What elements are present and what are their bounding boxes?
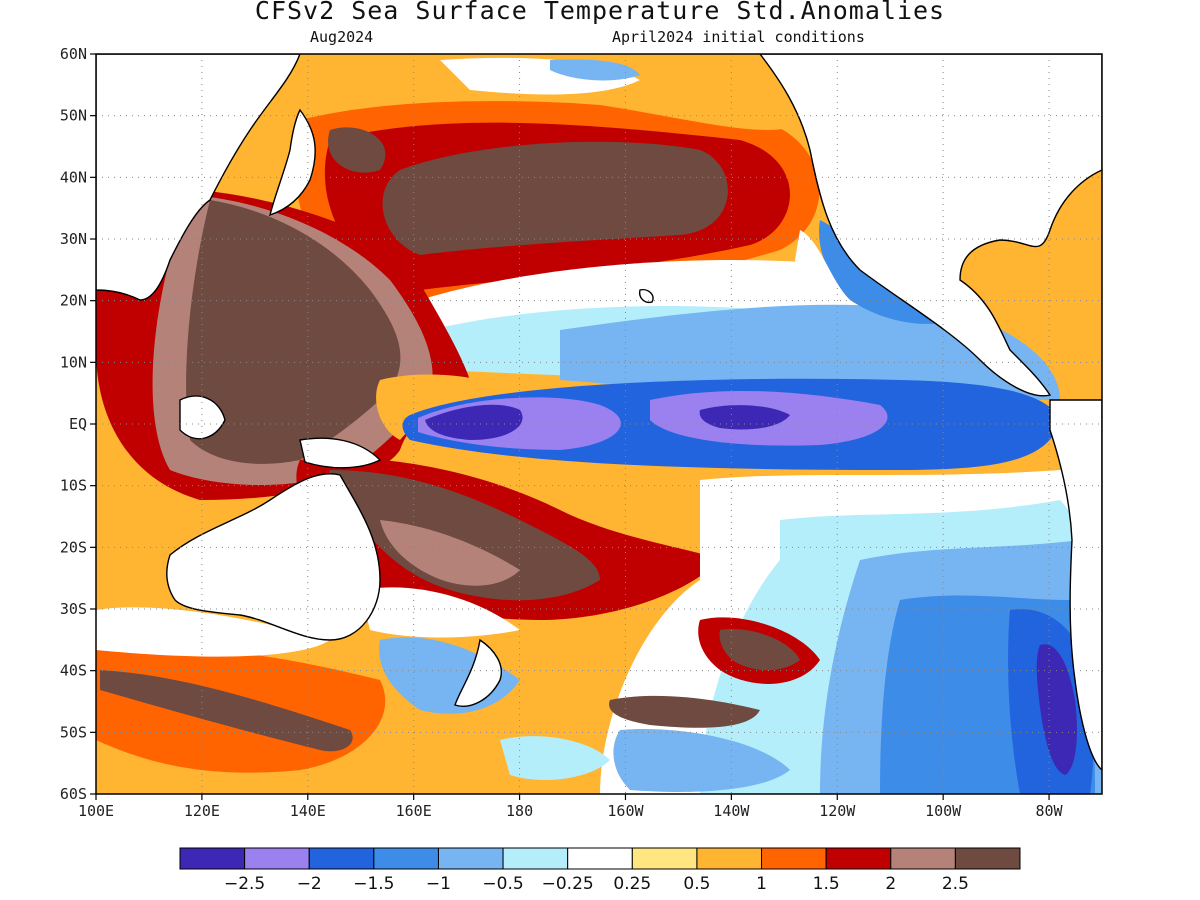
colorbar-swatch [954, 847, 1021, 870]
anomaly-field [96, 54, 1102, 794]
lat-tick-label: 10N [60, 353, 87, 371]
colorbar-swatch [761, 847, 827, 870]
kuroshio-brown [328, 127, 386, 173]
colorbar-swatch [373, 847, 439, 870]
lon-tick-label: 120E [184, 802, 220, 820]
colorbar-swatch [502, 847, 569, 870]
southern-white-patch [96, 607, 330, 657]
colorbar-label: 2 [885, 874, 896, 894]
lon-tick-label: 140W [713, 802, 750, 820]
colorbar-label: −2 [297, 874, 322, 894]
colorbar-swatch [244, 847, 310, 870]
new-zealand-land [454, 638, 502, 707]
baja-coast-white [795, 230, 850, 300]
lat-tick-label: 40N [60, 168, 87, 186]
south-brown-streak-2 [609, 695, 760, 728]
colorbar-label: −1.5 [353, 874, 394, 894]
colorbar-label: 2.5 [942, 874, 969, 894]
colorbar-swatch [437, 847, 504, 870]
west-pacific-brown [186, 200, 401, 464]
lat-tick-label: 50S [60, 723, 87, 741]
colorbar-swatch [825, 847, 892, 870]
hawaii-land [638, 288, 654, 304]
lat-tick-label: 30N [60, 230, 87, 248]
lon-tick-label: 120W [819, 802, 856, 820]
lat-tick-label: EQ [69, 415, 87, 433]
colorbar-label: 1 [756, 874, 767, 894]
colorbar: −2.5 −2 −1.5 −1 −0.5 −0.25 0.25 0.5 1 1.5 2 2.5 [179, 847, 1021, 894]
lon-tick-label: 100E [78, 802, 114, 820]
lat-tick-label: 20S [60, 538, 87, 556]
australia-land [166, 473, 381, 641]
lon-tick-label: 160E [396, 802, 432, 820]
tasman-white [360, 587, 520, 638]
colorbar-swatch [890, 847, 956, 870]
lat-tick-label: 20N [60, 292, 87, 310]
colorbar-swatch [179, 847, 246, 870]
cold-tongue-core-west [425, 404, 523, 440]
lat-tick-label: 30S [60, 600, 87, 618]
chart-title: CFSv2 Sea Surface Temperature Std.Anomal… [254, 0, 946, 25]
cold-tongue-core-east [699, 405, 790, 430]
new-guinea-land [299, 437, 382, 469]
south-pacific-brown [328, 470, 600, 601]
colorbar-swatch [567, 847, 633, 870]
south-brown-ring [719, 629, 800, 671]
forecast-month: Aug2024 [310, 28, 374, 46]
colorbar-label: 0.25 [613, 874, 651, 894]
lat-tick-label: 50N [60, 107, 87, 125]
south-blue-patch-2 [613, 729, 790, 792]
lon-tick-label: 80W [1036, 802, 1064, 820]
north-america-land [759, 54, 1102, 397]
south-lightblue-patch [500, 736, 610, 780]
colorbar-swatch [631, 847, 698, 870]
chile-coast-core [1036, 644, 1077, 775]
colorbar-label: 0.5 [683, 874, 710, 894]
east-pacific-blue [560, 304, 1060, 400]
longitude-axis: 100E 120E 140E 160E 180 160W 140W 120W 100W 80W [78, 794, 1064, 820]
lon-tick-label: 140E [290, 802, 326, 820]
colorbar-swatch [696, 847, 763, 870]
southern-brown-streak [100, 670, 353, 752]
lat-tick-label: 60S [60, 785, 87, 803]
colorbar-label: 1.5 [813, 874, 840, 894]
latitude-axis: 60N 50N 40N 30N 20N 10N EQ 10S 20S 30S 40S 50S 60S [60, 45, 96, 803]
lon-tick-label: 160W [607, 802, 644, 820]
lat-tick-label: 60N [60, 45, 87, 63]
lon-tick-label: 100W [925, 802, 962, 820]
borneo-land [179, 395, 226, 440]
japan-land [269, 108, 316, 217]
lat-tick-label: 40S [60, 662, 87, 680]
initial-conditions: April2024 initial conditions [612, 28, 865, 46]
lon-tick-label: 180 [506, 802, 533, 820]
colorbar-label: −0.25 [542, 874, 594, 894]
colorbar-label: −2.5 [224, 874, 265, 894]
lat-tick-label: 10S [60, 477, 87, 495]
south-america-land [1049, 399, 1102, 771]
bering-blue [550, 59, 640, 81]
colorbar-swatch [308, 847, 375, 870]
colorbar-label: −0.5 [482, 874, 523, 894]
south-pacific-taupe [380, 520, 520, 586]
north-pacific-brown [382, 141, 728, 255]
colorbar-label: −1 [426, 874, 451, 894]
